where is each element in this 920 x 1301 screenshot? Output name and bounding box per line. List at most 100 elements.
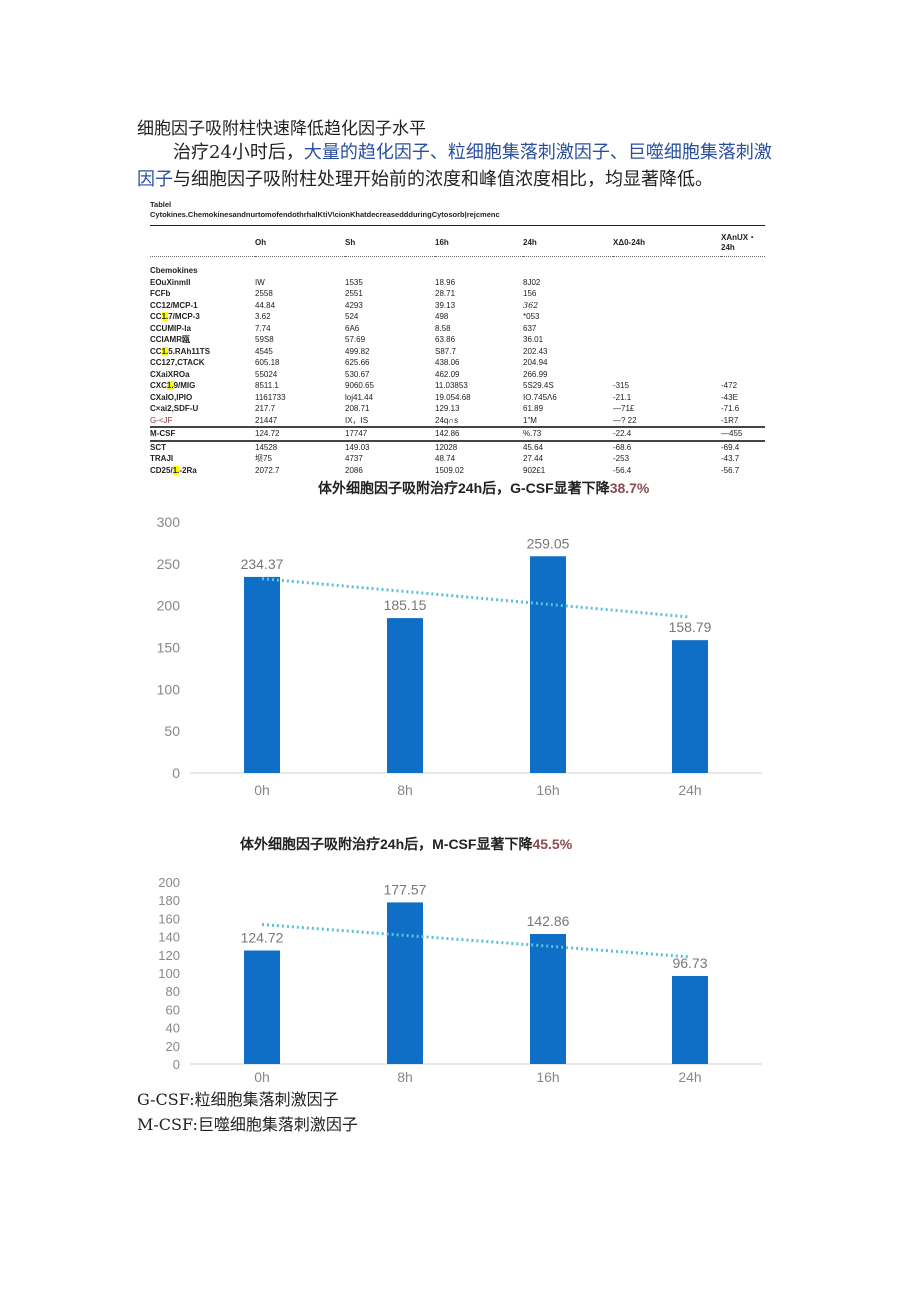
- table-row: C×ai2,SDF-U 217.7 208.71 129.13 61.89 —71£ -71…: [150, 403, 765, 415]
- table-cell: 208.71: [345, 404, 370, 413]
- table-row: TRAJI 坝75 4737 48.74 27.44 -253 -43.7: [150, 453, 765, 465]
- table-row: CC1.5.RAh11TS 4545 499.82 S87.7 202.43: [150, 346, 765, 358]
- table-cell: 1509.02: [435, 465, 464, 475]
- bar-24h: [672, 975, 708, 1064]
- table-row: CXaIO,IPIO 1161733 loj41.44 19.054.68 IO.745…: [150, 392, 765, 404]
- table-cell: [613, 288, 721, 300]
- table-cell: [721, 369, 765, 381]
- table-cell: IO.745Λ6: [523, 392, 557, 402]
- table-cell: 9060.65: [345, 381, 374, 390]
- column-header: Oh: [255, 225, 345, 257]
- table-cell: 4737: [345, 454, 363, 463]
- row-label: CC1.5.RAh11TS: [150, 346, 255, 358]
- table-cell: 605.18: [255, 358, 280, 367]
- x-tick-label: 0h: [254, 782, 270, 798]
- table-row: EOuXinmll IW 1535 18.96 8J02: [150, 277, 765, 289]
- table-cell: 438.06: [435, 358, 460, 367]
- table-cell: 1161733: [255, 392, 286, 402]
- table-cell: [613, 334, 721, 346]
- table-cell: 59S8: [255, 335, 274, 344]
- table-cell: 2072.7: [255, 465, 280, 475]
- table-cell: 142.86: [435, 426, 523, 442]
- y-tick-label: 40: [166, 1021, 180, 1036]
- row-label: CD25/1.-2Ra: [150, 465, 255, 477]
- data-label: 124.72: [241, 930, 284, 946]
- table-row: CCIAMR瓯 59S8 57.69 63.86 36.01: [150, 334, 765, 346]
- table-cell: 362: [523, 300, 539, 310]
- table-row: CC1.7/MCP-3 3.62 524 498 *053: [150, 311, 765, 323]
- chart2-title-text: 体外细胞因子吸附治疗24h后，M-CSF显著下降: [240, 836, 533, 852]
- table-cell: —71£: [613, 404, 635, 413]
- table-cell: 4293: [345, 300, 363, 310]
- x-tick-label: 8h: [397, 782, 413, 798]
- table-cell: 44.84: [255, 300, 276, 310]
- table-cell: IW: [255, 277, 265, 287]
- table-cell: -71.6: [721, 404, 740, 413]
- x-tick-label: 16h: [536, 782, 559, 798]
- section-label: Cbemokines: [150, 266, 198, 275]
- table-row: SCT 14528 149.03 12028 45.64 -68.6 -69.4: [150, 441, 765, 454]
- table-row: M-CSF 124.72 17747 142.86 %.73 -22.4 —455: [150, 426, 765, 442]
- table-cell: 524: [345, 312, 359, 321]
- data-label: 142.86: [527, 913, 570, 929]
- chart2-title-pct: 45.5%: [532, 836, 573, 852]
- table-cell: 498: [435, 312, 449, 321]
- y-tick-label: 100: [157, 681, 181, 697]
- table-row: CXaiXROa 55024 530.67 462.09 266.99: [150, 369, 765, 381]
- cytokine-table: Oh Sh 16h 24h XΔ0-24h XAnUX・24h Cbemokines EOu…: [150, 225, 765, 476]
- row-label-part: CC: [150, 312, 162, 321]
- table-cell: -21.1: [613, 392, 632, 402]
- table-cell: 36.01: [523, 335, 544, 344]
- row-label: CXC1.9/MIG: [150, 380, 255, 392]
- column-header: XAnUX・24h: [721, 225, 765, 257]
- y-tick-label: 0: [172, 765, 180, 781]
- y-tick-label: 120: [158, 948, 180, 963]
- table-cell: -22.4: [613, 426, 721, 442]
- row-label-part: CXC: [150, 381, 167, 390]
- table-cell: 14528: [255, 442, 278, 452]
- row-label: CCIAMR瓯: [150, 335, 190, 344]
- para-part2: 大量的趋化因子、粒细胞集落刺激因子、巨噬细胞集落刺激因子: [137, 142, 772, 190]
- table-cell: -253: [613, 454, 630, 463]
- table-cell: 625.66: [345, 358, 370, 367]
- y-tick-label: 50: [164, 723, 180, 739]
- row-label: CXaIO,IPIO: [150, 392, 193, 402]
- table-cell: 5S29.4S: [523, 381, 554, 390]
- para-part1: 治疗24小时后，: [173, 142, 304, 163]
- table-cell: —455: [721, 426, 765, 442]
- table-cell: 6A6: [345, 323, 360, 333]
- table-cell: S87.7: [435, 346, 456, 356]
- table-cell: 28.71: [435, 289, 456, 298]
- footer-mcsf: M-CSF:巨噬细胞集落刺激因子: [137, 1115, 358, 1134]
- x-tick-label: 24h: [678, 1069, 701, 1085]
- table-cell: 2558: [255, 289, 273, 298]
- table-cell: [613, 357, 721, 369]
- table-cell: 149.03: [345, 442, 370, 452]
- row-label: FCFb: [150, 289, 171, 298]
- table-cell: [613, 346, 721, 358]
- table-row: FCFb 2558 2551 28.71 156: [150, 288, 765, 300]
- column-header: 16h: [435, 225, 523, 257]
- table-row: CCUMIP-la 7.74 6A6 8.58 637: [150, 323, 765, 335]
- table-cell: 156: [523, 289, 537, 298]
- table-cell: -43.7: [721, 454, 740, 463]
- table-cell: 129.13: [435, 404, 460, 413]
- table-cell: [721, 277, 765, 289]
- table-label: Tablel: [150, 200, 172, 209]
- y-tick-label: 160: [158, 911, 180, 926]
- row-label: M-CSF: [150, 426, 255, 442]
- row-label-part: CC: [150, 346, 162, 356]
- table-cell: 57.69: [345, 335, 366, 344]
- y-tick-label: 150: [157, 640, 181, 656]
- table-cell: 39.13: [435, 300, 456, 310]
- table-cell: 124.72: [255, 426, 345, 442]
- bar-8h: [387, 902, 423, 1064]
- row-label: SCT: [150, 442, 166, 452]
- chart1-title-text: 体外细胞因子吸附治疗24h后，G-CSF显著下降: [318, 480, 610, 496]
- row-label-part: 7/MCP-3: [168, 312, 200, 321]
- row-label: CC12/MCP-1: [150, 300, 198, 310]
- table-cell: 48.74: [435, 454, 456, 463]
- data-label: 158.79: [669, 619, 712, 635]
- table-cell: *053: [523, 312, 540, 321]
- column-header: Sh: [345, 225, 435, 257]
